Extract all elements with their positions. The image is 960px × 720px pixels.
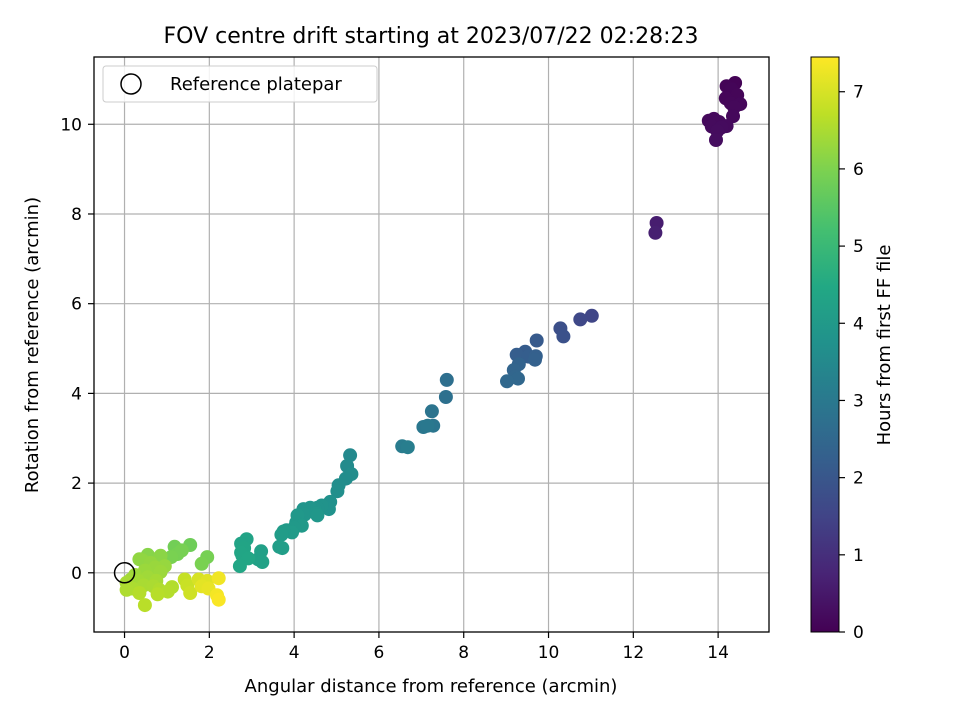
grid-lines [94,57,769,632]
scatter-point [420,418,435,433]
legend-label: Reference platepar [170,74,342,95]
scatter-point [648,225,663,240]
scatter-point [137,598,152,613]
colorbar-label: Hours from first FF file [874,245,895,446]
scatter-point [330,484,345,499]
colorbar-tick-label: 1 [853,546,864,566]
scatter-point [132,586,147,600]
colorbar-tick-label: 0 [853,623,864,643]
y-tick-label: 10 [60,115,82,135]
y-tick-label: 4 [71,384,82,404]
scatter-point [232,559,247,574]
scatter-point [556,329,571,344]
scatter-point [438,390,453,404]
x-axis-label: Angular distance from reference (arcmin) [245,676,618,697]
scatter-point [500,374,514,389]
x-tick-label: 6 [374,643,385,663]
legend-marker-icon [120,73,142,95]
colorbar-tick-label: 3 [853,391,864,411]
scatter-point [511,371,525,386]
x-tick-label: 10 [538,643,560,663]
scatter-point [726,109,740,124]
scatter-point [573,312,588,327]
scatter-point [439,372,454,387]
scatter-point [119,582,134,597]
scatter-point [211,592,226,607]
scatter-point [400,440,415,455]
y-tick-label: 2 [71,474,82,494]
scatter-point [211,571,226,586]
scatter-point [310,508,325,523]
colorbar-tick-label: 4 [853,314,864,334]
scatter-point [424,404,439,419]
colorbar: 0 1 2 3 4 5 6 7 Hours from first FF file [810,56,895,643]
data-points [119,76,748,613]
scatter-point [132,552,147,567]
x-tick-label: 8 [458,643,469,663]
x-tick-label: 4 [289,643,300,663]
plot-frame [93,56,770,633]
scatter-point [528,352,542,367]
scatter-point [343,448,358,463]
colorbar-tick-label: 2 [853,469,864,489]
y-tick-label: 6 [71,295,82,315]
x-tick-label: 12 [623,643,645,663]
scatter-point [709,133,723,147]
colorbar-tick-label: 6 [853,160,864,180]
y-axis-label: Rotation from reference (arcmin) [22,197,43,493]
x-tick-label: 2 [204,643,215,663]
scatter-point [255,555,270,569]
scatter-point [274,527,289,542]
scatter-point [174,543,189,558]
scatter-point [275,541,290,556]
x-tick-label: 14 [707,643,729,663]
legend: Reference platepar [102,65,378,103]
colorbar-ticks: 0 1 2 3 4 5 6 7 [839,83,864,643]
scatter-point [194,556,209,571]
scatter-point [529,333,544,348]
scatter-point [183,586,198,600]
legend-box [102,65,378,103]
chart-title: FOV centre drift starting at 2023/07/22 … [164,24,699,49]
axis-ticks: 0 2 4 6 8 10 12 14 0 2 4 6 8 10 [60,115,729,663]
x-tick-label: 0 [119,643,130,663]
colorbar-gradient [810,56,840,633]
y-tick-label: 8 [71,205,82,225]
scatter-point [584,308,599,323]
scatter-point [150,587,165,602]
y-tick-label: 0 [71,564,82,584]
colorbar-tick-label: 5 [853,237,864,257]
reference-marker [113,562,136,584]
colorbar-tick-label: 7 [853,83,864,103]
